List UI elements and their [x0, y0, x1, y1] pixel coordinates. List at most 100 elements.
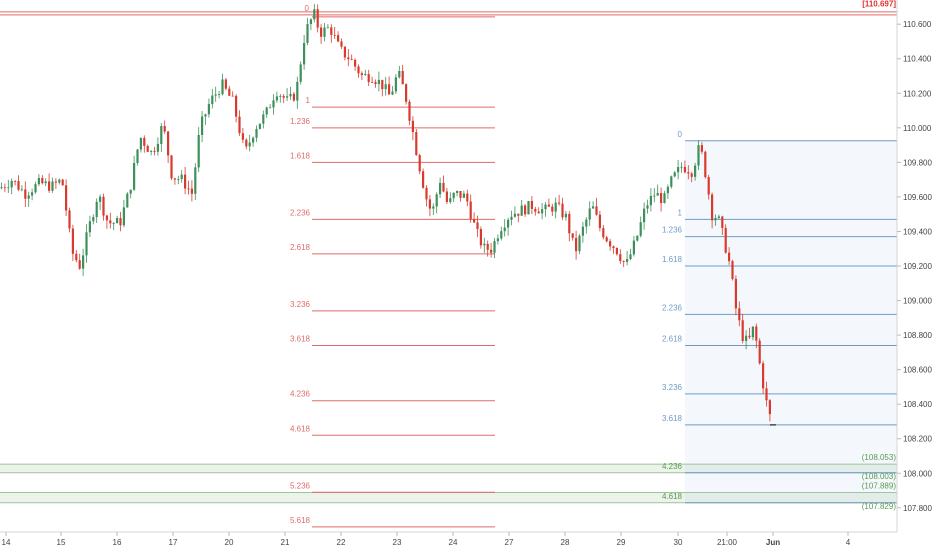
candle-body: [721, 216, 724, 229]
candlestick-series: [0, 3, 776, 426]
fib-red-label: 1.618: [290, 151, 311, 160]
candle-body: [558, 202, 561, 204]
fib-red-label: 1.236: [290, 117, 311, 126]
candle-body: [109, 220, 112, 224]
fib-red-label: 5.618: [290, 516, 311, 525]
candle-body: [252, 137, 255, 143]
candle-body: [197, 135, 200, 168]
candle-body: [326, 27, 329, 29]
candle-body: [17, 181, 20, 190]
candle-body: [136, 149, 139, 164]
candle-body: [129, 189, 132, 194]
fib-extension-red: 0 1 1.236 1.618 2.236 2.618 3.236 3.618 4.236 4.6…: [0, 4, 897, 528]
time-tick-label: 28: [561, 538, 570, 547]
candle-body: [700, 145, 703, 152]
candle-body: [231, 95, 234, 97]
candle-body: [666, 186, 669, 194]
candle-body: [724, 228, 727, 253]
candle-body: [432, 206, 435, 209]
candle-body: [354, 59, 357, 67]
candle-body: [391, 91, 394, 95]
candle-body: [626, 259, 629, 262]
fib-blue-label: 0: [678, 130, 683, 139]
fib-red-label: 5.236: [290, 481, 311, 490]
candle-body: [656, 193, 659, 196]
candle-body: [85, 232, 88, 256]
candle-body: [139, 137, 142, 150]
fib-red-label: 4.618: [290, 424, 311, 433]
price-tick-label: 108.800: [903, 331, 932, 340]
price-tick-label: 110.600: [903, 20, 932, 29]
candle-body: [7, 187, 10, 189]
time-tick-label: 20: [225, 538, 234, 547]
fib-blue-label: 1.236: [662, 226, 683, 235]
candle-body: [269, 107, 272, 109]
candle-body: [105, 215, 108, 221]
candle-body: [581, 226, 584, 236]
candle-body: [612, 246, 615, 248]
candle-body: [462, 193, 465, 198]
candle-body: [180, 174, 183, 180]
candle-body: [289, 93, 292, 97]
candle-body: [408, 101, 411, 121]
candle-body: [520, 205, 523, 216]
price-tick-label: 110.200: [903, 89, 932, 98]
candle-body: [14, 180, 17, 182]
candle-body: [571, 233, 574, 238]
candle-body: [551, 206, 554, 212]
candle-body: [374, 82, 377, 85]
candle-body: [690, 173, 693, 177]
candle-body: [31, 192, 34, 196]
price-label: (107.889): [862, 481, 897, 490]
candle-body: [34, 184, 37, 193]
candle-body: [194, 167, 197, 194]
candle-body: [564, 213, 567, 218]
candle-body: [333, 34, 336, 36]
candle-body: [561, 203, 564, 218]
candle-body: [598, 214, 601, 229]
candle-body: [224, 79, 227, 89]
candle-body: [568, 213, 571, 234]
candle-body: [156, 143, 159, 152]
candle-body: [245, 139, 248, 147]
time-tick-label: 16: [113, 538, 122, 547]
candle-body: [364, 74, 367, 76]
candle-body: [61, 179, 64, 186]
candle-body: [418, 155, 421, 172]
candle-body: [762, 363, 765, 389]
candle-body: [371, 82, 374, 83]
candle-body: [755, 326, 758, 341]
price-tick-label: 108.200: [903, 435, 932, 444]
candle-body: [704, 151, 707, 178]
candle-body: [476, 222, 479, 230]
candle-body: [146, 145, 149, 152]
candle-body: [388, 84, 391, 95]
candle-body: [449, 198, 452, 203]
candle-body: [741, 320, 744, 341]
candle-body: [745, 335, 748, 341]
price-tick-label: 110.000: [903, 124, 932, 133]
candle-body: [126, 193, 129, 208]
candle-body: [279, 96, 282, 97]
time-tick-label: 24: [449, 538, 458, 547]
candle-body: [605, 237, 608, 242]
candle-body: [238, 116, 241, 134]
candle-body: [65, 185, 68, 211]
candle-body: [530, 201, 533, 209]
candle-body: [303, 42, 306, 65]
time-tick-label: 14: [2, 538, 11, 547]
price-tick-label: 110.400: [903, 55, 932, 64]
candle-body: [282, 96, 285, 98]
candle-body: [632, 240, 635, 255]
candle-body: [218, 94, 221, 96]
candle-body: [133, 163, 136, 190]
candle-body: [394, 77, 397, 92]
candle-body: [207, 104, 210, 115]
candle-body: [248, 142, 251, 147]
candle-body: [595, 206, 598, 215]
candle-body: [337, 35, 340, 42]
candle-body: [439, 182, 442, 195]
candle-body: [578, 235, 581, 252]
candle-body: [592, 206, 595, 209]
candle-body: [670, 176, 673, 187]
